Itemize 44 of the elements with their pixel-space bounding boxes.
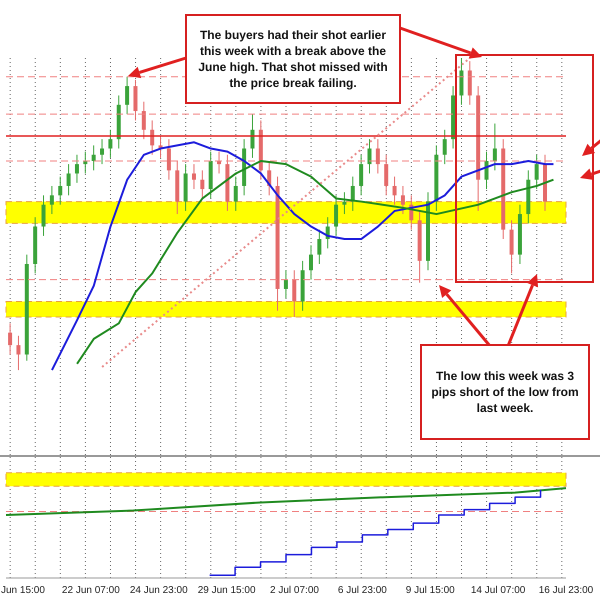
candlestick (125, 76, 130, 115)
candlestick (284, 270, 288, 299)
x-tick-label: 16 Jul 23:00 (538, 585, 594, 596)
candlestick (142, 101, 146, 140)
candlestick (376, 138, 380, 174)
candlestick (250, 114, 254, 158)
candlestick (42, 194, 46, 236)
x-tick-label: 24 Jun 23:00 (130, 585, 188, 596)
candlestick (92, 144, 96, 171)
candlestick (534, 154, 539, 190)
candlestick (334, 194, 338, 236)
candlestick (384, 154, 388, 196)
candlestick (308, 244, 313, 280)
candlestick (58, 176, 62, 206)
candlestick (166, 138, 171, 180)
x-tick-label: 6 Jul 23:00 (338, 585, 388, 596)
candlestick (74, 154, 79, 184)
x-tick-label: 14 Jul 07:00 (470, 585, 526, 596)
candlestick (292, 270, 296, 318)
x-tick-label: Jun 15:00 (1, 585, 46, 596)
candlestick (492, 123, 497, 171)
candlestick (200, 170, 204, 199)
x-tick-label: 22 Jun 07:00 (62, 585, 120, 596)
candlestick (8, 322, 12, 355)
callout-box: The low this week was 3 pips short of the low from last week. (420, 344, 590, 440)
candlestick (359, 154, 364, 196)
candlestick (342, 192, 346, 215)
candlestick (442, 129, 447, 165)
candlestick (50, 185, 54, 215)
candlestick (367, 138, 372, 174)
x-tick-label: 9 Jul 15:00 (406, 585, 456, 596)
candlestick (192, 164, 196, 190)
x-tick-label: 29 Jun 15:00 (198, 585, 256, 596)
callout-box: The buyers had their shot earlier this week with a break above the June high. That shot missed with the price break failing. (185, 14, 401, 104)
candlestick (16, 335, 20, 371)
candlestick (234, 176, 238, 212)
x-tick-label: 2 Jul 07:00 (270, 585, 320, 596)
candlestick (317, 229, 322, 264)
candlestick (108, 129, 112, 158)
candlestick (150, 120, 154, 156)
candlestick (100, 138, 104, 165)
candlestick (66, 164, 71, 196)
candlestick (392, 176, 397, 206)
candlestick (400, 185, 405, 215)
